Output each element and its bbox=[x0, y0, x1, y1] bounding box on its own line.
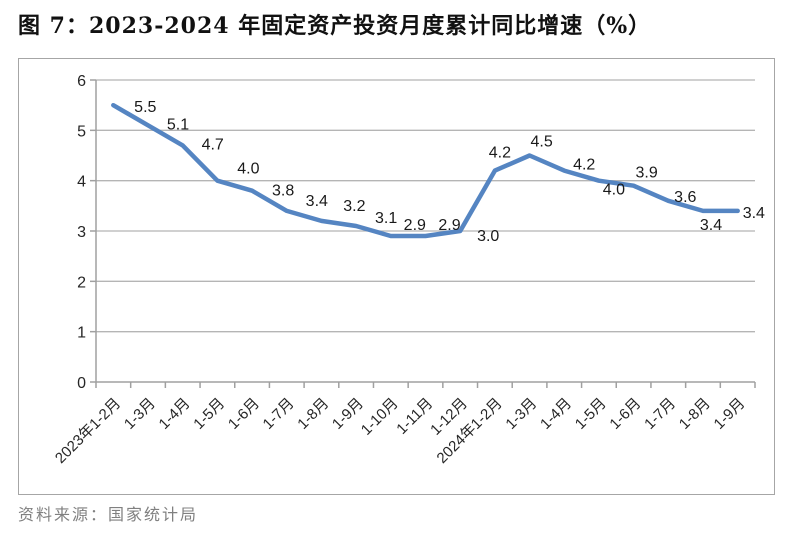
data-label: 4.0 bbox=[237, 161, 259, 178]
y-axis-label: 5 bbox=[77, 123, 86, 140]
data-label: 2.9 bbox=[404, 217, 426, 234]
y-axis-label: 3 bbox=[77, 224, 86, 241]
data-label: 3.6 bbox=[674, 189, 696, 206]
data-label: 3.4 bbox=[700, 217, 722, 234]
x-axis-label: 1-4月 bbox=[156, 395, 194, 433]
data-label: 3.2 bbox=[343, 198, 365, 215]
x-axis-label: 1-7月 bbox=[641, 395, 679, 433]
data-label: 2.9 bbox=[438, 217, 460, 234]
y-axis-label: 6 bbox=[77, 73, 86, 90]
x-axis-label: 1-5月 bbox=[572, 395, 610, 433]
x-axis-label: 1-8月 bbox=[676, 395, 714, 433]
data-label: 4.2 bbox=[489, 145, 511, 162]
data-label: 4.7 bbox=[202, 136, 224, 153]
x-axis-label: 1-4月 bbox=[537, 395, 575, 433]
data-label: 3.1 bbox=[375, 210, 397, 227]
data-label: 3.0 bbox=[477, 228, 499, 245]
x-axis-label: 1-9月 bbox=[711, 395, 749, 433]
x-axis-label: 1-7月 bbox=[260, 395, 298, 433]
x-axis-label: 1-5月 bbox=[190, 395, 228, 433]
data-series-line bbox=[111, 102, 740, 239]
line-chart: 0 1 2 3 4 5 6 5.5 5.1 4.7 4.0 3.8 3.4 3.2 3.1 2.9 2.9 3.0… bbox=[52, 73, 765, 467]
data-label: 5.1 bbox=[167, 116, 189, 133]
source-note: 资料来源：国家统计局 bbox=[18, 505, 199, 524]
data-label: 4.2 bbox=[573, 157, 595, 174]
data-label: 3.9 bbox=[635, 165, 657, 182]
data-label: 3.4 bbox=[306, 193, 328, 210]
data-label: 3.4 bbox=[743, 205, 765, 222]
x-axis-label: 1-10月 bbox=[358, 395, 402, 439]
x-axis-label: 1-6月 bbox=[606, 395, 644, 433]
y-axis-label: 0 bbox=[77, 375, 86, 392]
chart-frame: 0 1 2 3 4 5 6 5.5 5.1 4.7 4.0 3.8 3.4 3.2 3.1 2.9 2.9 3.0… bbox=[18, 58, 775, 495]
data-label: 5.5 bbox=[134, 99, 156, 116]
x-axis-label: 1-6月 bbox=[225, 395, 263, 433]
x-axis-label: 1-11月 bbox=[393, 395, 436, 438]
figure-title: 图 7：2023-2024 年固定资产投资月度累计同比增速（%） bbox=[18, 13, 652, 39]
y-axis-label: 1 bbox=[77, 325, 86, 342]
data-label: 4.0 bbox=[603, 182, 625, 199]
y-axis-label: 4 bbox=[77, 174, 86, 191]
x-axis-label: 1-3月 bbox=[502, 395, 540, 433]
x-axis-label: 1-3月 bbox=[121, 395, 159, 433]
x-axis-label: 1-8月 bbox=[294, 395, 332, 433]
x-axis-label: 2023年1-2月 bbox=[52, 395, 124, 467]
data-label: 4.5 bbox=[530, 134, 552, 151]
y-axis-label: 2 bbox=[77, 274, 86, 291]
data-label: 3.8 bbox=[272, 183, 294, 200]
